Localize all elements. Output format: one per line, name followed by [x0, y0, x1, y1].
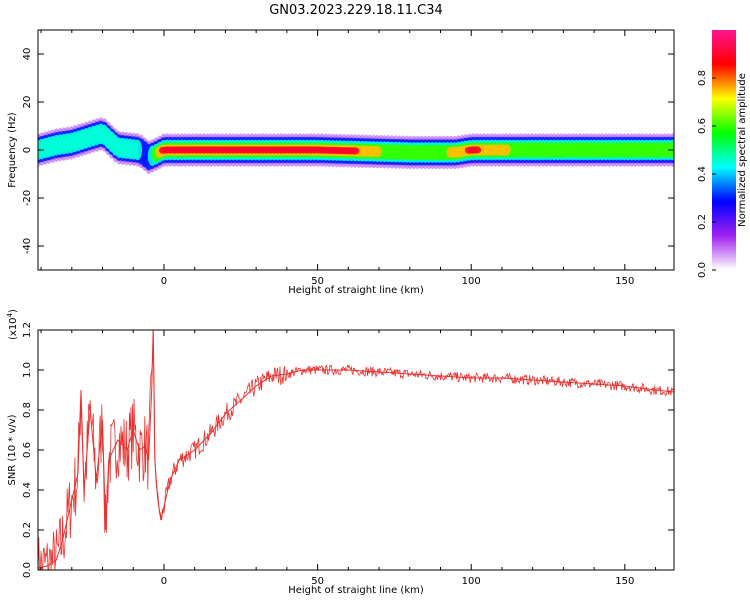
x-tick-label: 50	[311, 576, 324, 587]
colorbar-tick-label: 0.8	[697, 70, 708, 86]
snr-multiplier-close: )	[8, 309, 19, 313]
spectrogram-y-axis-label: Frequency (Hz)	[7, 112, 18, 188]
y-tick-label: -20	[22, 190, 33, 206]
snr-multiplier-base: (x10	[8, 317, 19, 340]
spectrogram-panel: 0 50 100 150 40 20 0 -20 -40 Height of straight…	[7, 29, 675, 296]
y-tick-label: 1.0	[22, 362, 33, 378]
colorbar-tick-label: 0.2	[697, 214, 708, 230]
y-tick-label: 0.8	[22, 402, 33, 418]
y-tick-label: 0.6	[22, 442, 33, 458]
x-tick-label: 50	[311, 276, 324, 287]
colorbar-tick-label: 0.0	[697, 262, 708, 278]
x-tick-label: 0	[161, 576, 167, 587]
snr-y-ticks: 0.0 0.2 0.4 0.6 0.8 1.0 1.2	[22, 322, 674, 578]
snr-y-axis-label: SNR (10 * v/v)	[7, 414, 18, 485]
snr-series-line	[38, 330, 674, 569]
colorbar-tick-label: 0.6	[697, 118, 708, 134]
spectral-cell	[501, 144, 511, 156]
y-tick-label: 0.0	[22, 562, 33, 578]
colorbar-ticks: 0.0 0.2 0.4 0.6 0.8	[697, 70, 716, 278]
snr-y-multiplier: (x104)	[6, 309, 19, 340]
snr-x-ticks: 0 50 100 150	[40, 330, 657, 587]
y-tick-label: 40	[22, 48, 33, 61]
spectral-band-group	[38, 116, 674, 174]
spectrogram-y-ticks: 40 20 0 -20 -40	[22, 48, 674, 254]
y-tick-label: 1.2	[22, 322, 33, 338]
x-tick-label: 100	[462, 276, 481, 287]
spectrogram-x-axis-label: Height of straight line (km)	[288, 285, 424, 296]
y-tick-label: 0.4	[22, 482, 33, 498]
colorbar-label: Normalized spectral amplitude	[737, 73, 748, 227]
snr-x-axis-label: Height of straight line (km)	[288, 585, 424, 596]
colorbar-gradient	[712, 30, 736, 270]
spectral-band-level-5	[158, 146, 482, 155]
x-tick-label: 0	[161, 276, 167, 287]
x-tick-label: 100	[462, 576, 481, 587]
spectral-cell	[350, 147, 360, 155]
x-tick-label: 150	[615, 576, 634, 587]
x-tick-label: 150	[615, 276, 634, 287]
y-tick-label: 20	[22, 96, 33, 109]
snr-multiplier-exponent: 4	[6, 312, 14, 317]
spectral-cell	[133, 139, 143, 161]
y-tick-label: -40	[22, 238, 33, 254]
spectral-cell	[472, 146, 482, 154]
spectrogram-x-ticks: 0 50 100 150	[40, 30, 657, 287]
y-tick-label: 0.2	[22, 522, 33, 538]
colorbar: 0.0 0.2 0.4 0.6 0.8 Normalized spectral ampl…	[697, 30, 748, 278]
figure-title: GN03.2023.229.18.11.C34	[269, 3, 443, 18]
y-tick-label: 0	[22, 147, 33, 153]
colorbar-tick-label: 0.4	[697, 166, 708, 182]
snr-series-group	[38, 330, 674, 570]
spectral-cell	[372, 146, 382, 158]
snr-panel: 0 50 100 150 0.0 0.2 0.4 0.6 0.8 1.0 1.2 Height o…	[6, 309, 675, 596]
